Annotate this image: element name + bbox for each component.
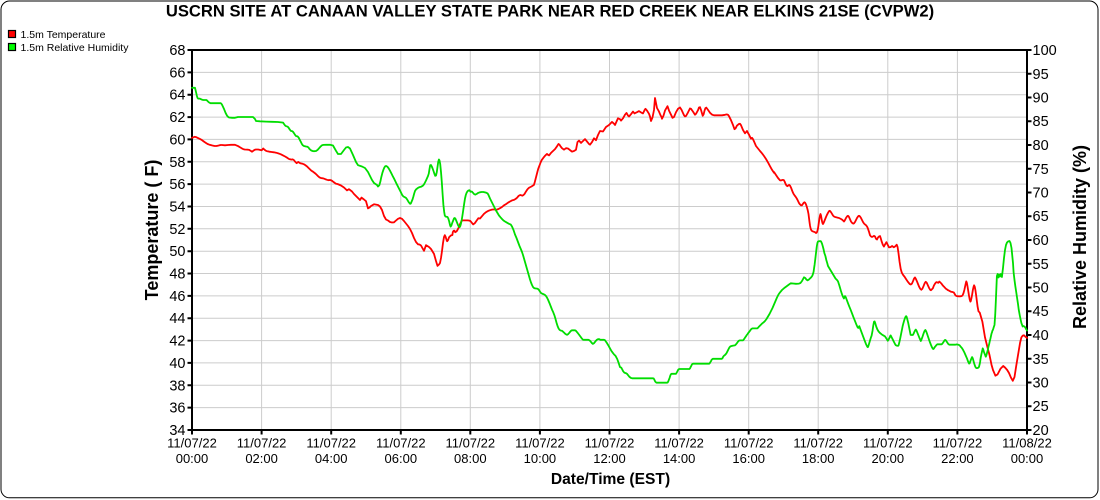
svg-text:75: 75	[1033, 162, 1049, 178]
svg-text:USCRN SITE AT CANAAN VALLEY ST: USCRN SITE AT CANAAN VALLEY STATE PARK N…	[166, 2, 934, 21]
svg-text:16:00: 16:00	[732, 451, 765, 466]
svg-text:Temperature ( F): Temperature ( F)	[142, 160, 162, 301]
svg-text:12:00: 12:00	[593, 451, 626, 466]
svg-text:11/07/22: 11/07/22	[237, 436, 287, 451]
svg-text:56: 56	[169, 177, 185, 193]
svg-text:08:00: 08:00	[454, 451, 487, 466]
svg-text:85: 85	[1033, 114, 1049, 130]
svg-text:68: 68	[169, 43, 185, 59]
svg-text:11/07/22: 11/07/22	[724, 436, 774, 451]
svg-text:04:00: 04:00	[315, 451, 348, 466]
svg-text:06:00: 06:00	[385, 451, 418, 466]
svg-text:20: 20	[1033, 423, 1049, 439]
svg-text:02:00: 02:00	[245, 451, 278, 466]
svg-text:44: 44	[169, 311, 185, 327]
svg-text:1.5m Relative Humidity: 1.5m Relative Humidity	[21, 42, 130, 54]
svg-text:40: 40	[169, 356, 185, 372]
svg-text:11/07/22: 11/07/22	[585, 436, 635, 451]
svg-text:65: 65	[1033, 209, 1049, 225]
svg-text:60: 60	[169, 132, 185, 148]
svg-text:11/07/22: 11/07/22	[654, 436, 704, 451]
svg-text:Relative Humidity (%): Relative Humidity (%)	[1070, 145, 1090, 329]
svg-text:11/07/22: 11/07/22	[376, 436, 426, 451]
svg-text:1.5m Temperature: 1.5m Temperature	[21, 29, 106, 41]
svg-text:70: 70	[1033, 186, 1049, 202]
svg-text:40: 40	[1033, 328, 1049, 344]
svg-text:42: 42	[169, 334, 185, 350]
svg-text:48: 48	[169, 267, 185, 283]
svg-text:18:00: 18:00	[802, 451, 835, 466]
svg-text:52: 52	[169, 222, 185, 238]
svg-text:10:00: 10:00	[524, 451, 557, 466]
svg-text:60: 60	[1033, 233, 1049, 249]
svg-text:95: 95	[1033, 67, 1049, 83]
svg-text:11/07/22: 11/07/22	[933, 436, 983, 451]
svg-text:62: 62	[169, 110, 185, 126]
svg-text:46: 46	[169, 289, 185, 305]
svg-text:45: 45	[1033, 304, 1049, 320]
svg-text:22:00: 22:00	[941, 451, 974, 466]
svg-text:11/07/22: 11/07/22	[793, 436, 843, 451]
svg-text:64: 64	[169, 88, 185, 104]
svg-text:11/07/22: 11/07/22	[306, 436, 356, 451]
svg-text:55: 55	[1033, 257, 1049, 273]
svg-text:11/07/22: 11/07/22	[167, 436, 217, 451]
svg-text:50: 50	[1033, 281, 1049, 297]
svg-text:90: 90	[1033, 91, 1049, 107]
svg-text:00:00: 00:00	[176, 451, 209, 466]
svg-text:Date/Time (EST): Date/Time (EST)	[551, 471, 670, 488]
svg-text:34: 34	[169, 423, 185, 439]
svg-text:38: 38	[169, 378, 185, 394]
svg-text:11/07/22: 11/07/22	[445, 436, 495, 451]
svg-text:54: 54	[169, 200, 185, 216]
svg-text:58: 58	[169, 155, 185, 171]
svg-text:14:00: 14:00	[663, 451, 696, 466]
svg-text:11/08/22: 11/08/22	[1002, 436, 1052, 451]
svg-text:80: 80	[1033, 138, 1049, 154]
svg-text:25: 25	[1033, 399, 1049, 415]
svg-text:11/07/22: 11/07/22	[863, 436, 913, 451]
svg-text:00:00: 00:00	[1011, 451, 1044, 466]
svg-text:36: 36	[169, 401, 185, 417]
svg-text:11/07/22: 11/07/22	[515, 436, 565, 451]
svg-text:66: 66	[169, 65, 185, 81]
svg-text:50: 50	[169, 244, 185, 260]
svg-text:20:00: 20:00	[872, 451, 905, 466]
svg-text:30: 30	[1033, 376, 1049, 392]
svg-text:100: 100	[1033, 43, 1057, 59]
svg-text:35: 35	[1033, 352, 1049, 368]
